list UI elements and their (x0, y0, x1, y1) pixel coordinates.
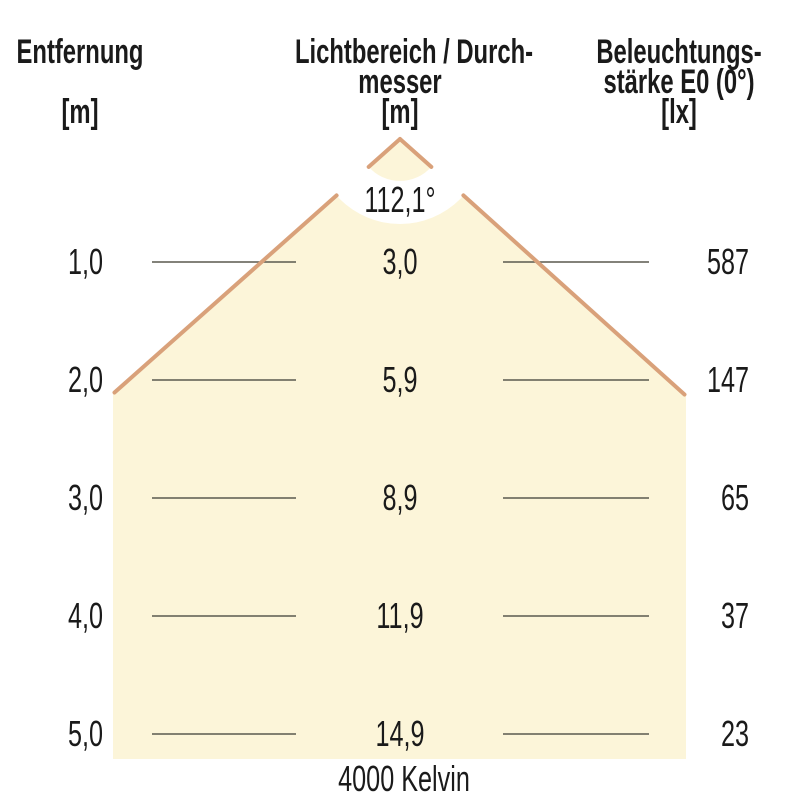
row3-diameter: 8,9 (382, 477, 418, 518)
row2-illuminance: 147 (706, 359, 749, 400)
row5-distance: 5,0 (67, 713, 103, 754)
cone-edge-left (112, 193, 339, 395)
row3-illuminance: 65 (720, 477, 749, 518)
cone-apex-sector (368, 139, 432, 181)
row2-distance: 2,0 (67, 359, 103, 400)
row1-illuminance: 587 (706, 241, 749, 282)
header-diameter-title-2: messer (358, 63, 442, 101)
header-illuminance-unit: [lx] (661, 93, 697, 131)
row5-illuminance: 23 (720, 713, 749, 754)
row3-distance: 3,0 (67, 477, 103, 518)
row4-illuminance: 37 (720, 595, 749, 636)
row4-distance: 4,0 (67, 595, 103, 636)
row5-diameter: 14,9 (375, 713, 425, 754)
cone-edge-right (461, 193, 687, 397)
header-illuminance-title-1: Beleuchtungs- (596, 33, 762, 71)
header-distance: Entfernung [m] (10, 33, 150, 131)
header-diameter: Lichtbereich / Durch- messer [m] (295, 33, 534, 131)
header-distance-title: Entfernung (16, 33, 144, 71)
header-distance-unit: [m] (61, 93, 99, 131)
header-illuminance: Beleuchtungs- stärke E0 (0°) [lx] (574, 33, 784, 131)
row1-diameter: 3,0 (382, 241, 418, 282)
row2-diameter: 5,9 (382, 359, 418, 400)
beam-angle-value: 112,1° (364, 179, 436, 220)
row4-diameter: 11,9 (376, 595, 424, 636)
apex-edge-left (366, 137, 402, 169)
apex-edge-right (398, 137, 434, 169)
header-diameter-title-1: Lichtbereich / Durch- (295, 33, 534, 71)
header-diameter-unit: [m] (381, 93, 419, 131)
color-temperature-label: 4000 Kelvin (338, 758, 470, 799)
header-illuminance-title-2: stärke E0 (0°) (603, 63, 755, 101)
row1-distance: 1,0 (67, 241, 103, 282)
light-cone-shape (113, 139, 686, 759)
